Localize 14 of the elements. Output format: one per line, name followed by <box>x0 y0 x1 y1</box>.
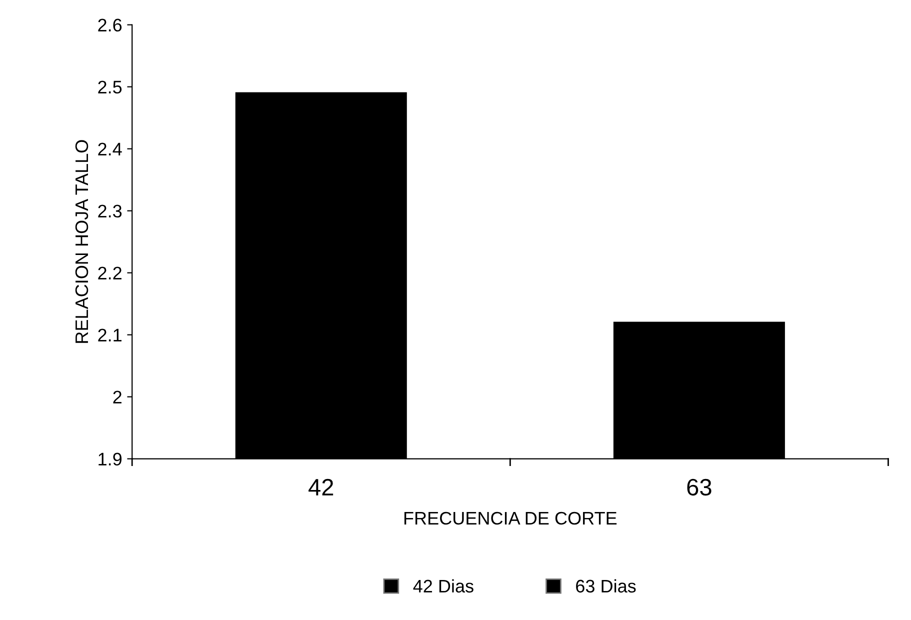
x-tick-label: 63 <box>687 478 712 496</box>
x-tick-label: 42 <box>308 478 334 496</box>
y-tick-label: 2.4 <box>98 142 122 156</box>
y-tick-label: 1.9 <box>98 452 122 466</box>
y-axis-title: RELACION HOJA TALLO <box>75 140 88 343</box>
legend-label: 63 Dias <box>576 579 636 593</box>
legend-label: 42 Dias <box>413 579 474 593</box>
y-tick-label: 2.1 <box>98 328 122 342</box>
y-tick-label: 2.2 <box>98 266 122 280</box>
y-tick-label: 2.6 <box>98 18 122 32</box>
y-tick-label: 2.5 <box>98 80 122 94</box>
x-axis-title: FRECUENCIA DE CORTE <box>404 512 617 525</box>
y-tick-label: 2 <box>113 390 122 404</box>
y-tick-label: 2.3 <box>98 204 122 218</box>
